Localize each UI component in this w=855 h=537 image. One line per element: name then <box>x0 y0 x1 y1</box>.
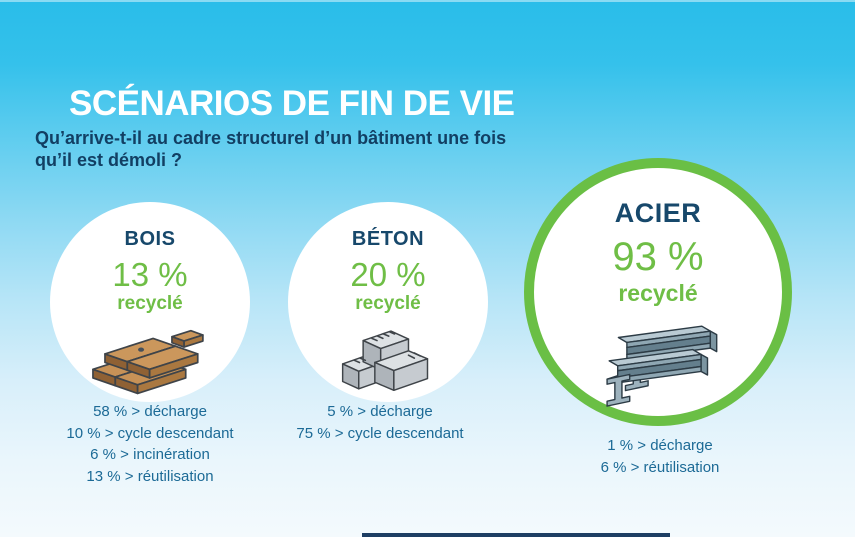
stats-acier: 1 % > décharge 6 % > réutilisation <box>540 435 780 478</box>
material-card-bois: BOIS 13 % recyclé <box>50 202 250 402</box>
stat-line: 58 % > décharge <box>93 403 207 420</box>
recycled-label: recyclé <box>355 293 421 314</box>
stat-line: 75 % > cycle descendant <box>296 424 464 442</box>
stat-line: 10 % > cycle descendant <box>66 424 234 442</box>
concrete-blocks-icon <box>341 330 429 392</box>
stats-beton: 5 % > décharge 75 % > cycle descendant <box>260 401 500 444</box>
material-circle: BÉTON 20 % recyclé <box>288 202 488 402</box>
recycled-percent: 13 % <box>112 256 188 293</box>
page-subtitle: Qu’arrive-t-il au cadre structurel d’un … <box>35 128 507 171</box>
material-circle-highlighted: ACIER 93 % recyclé <box>524 158 792 426</box>
steel-beams-icon <box>606 325 718 407</box>
recycled-label: recyclé <box>117 293 183 314</box>
wood-planks-icon <box>91 329 204 395</box>
material-card-beton: BÉTON 20 % recyclé <box>288 202 488 402</box>
page-title: SCÉNARIOS DE FIN DE VIE <box>69 84 515 123</box>
material-circle: BOIS 13 % recyclé <box>50 202 250 402</box>
material-name: BÉTON <box>351 228 425 250</box>
material-name: BOIS <box>124 228 176 250</box>
recycled-percent: 93 % <box>612 235 704 279</box>
material-name: ACIER <box>614 198 702 228</box>
stat-line: 6 % > incinération <box>90 446 210 463</box>
footer-bar <box>362 533 670 537</box>
stat-line: 1 % > décharge <box>607 437 713 454</box>
stat-line: 13 % > réutilisation <box>86 467 214 485</box>
recycled-label: recyclé <box>618 280 698 306</box>
recycled-percent: 20 % <box>350 256 426 293</box>
material-card-acier: ACIER 93 % recyclé <box>524 158 792 426</box>
stats-bois: 58 % > décharge 10 % > cycle descendant … <box>30 401 270 487</box>
stat-line: 6 % > réutilisation <box>600 458 720 476</box>
stat-line: 5 % > décharge <box>327 403 433 420</box>
